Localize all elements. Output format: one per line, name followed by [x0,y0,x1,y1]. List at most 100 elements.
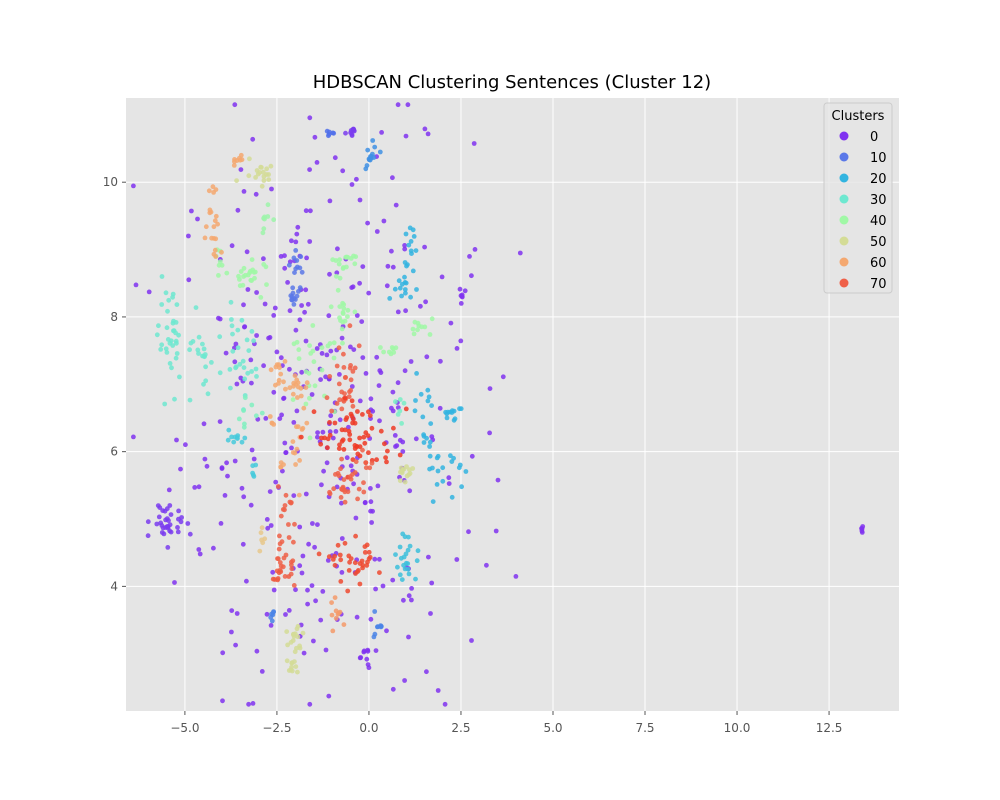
legend-marker [839,215,849,225]
data-point [314,346,320,351]
data-point [131,434,136,440]
data-point [403,406,409,412]
data-point [251,456,257,462]
data-point [303,369,309,375]
data-point [258,530,264,536]
data-point [249,402,255,408]
data-point [241,189,247,194]
data-point [251,269,257,275]
data-point [271,389,277,395]
data-point [247,156,252,162]
data-point [403,280,409,286]
data-point [292,521,297,527]
data-point [351,253,356,259]
data-point [430,499,436,504]
data-point [297,265,303,271]
data-point [363,460,369,466]
data-point [403,133,409,139]
data-point [328,348,334,354]
data-point [258,295,264,300]
data-point [334,363,340,369]
data-point [422,126,428,132]
data-point [421,432,426,438]
data-point [371,155,377,160]
data-point [175,525,180,530]
legend-marker [839,278,849,288]
data-point [403,551,409,557]
data-point [423,299,428,305]
data-point [232,102,238,108]
data-point [337,442,342,448]
data-point [390,264,396,270]
data-point [250,136,256,142]
data-point [268,367,274,373]
y-tick-label: 6 [110,445,118,459]
data-point [346,428,352,434]
data-point [442,701,448,707]
data-point [318,617,324,623]
data-point [211,224,217,230]
data-point [383,455,388,460]
data-point [291,493,297,498]
data-point [318,441,324,447]
data-point [443,409,448,415]
data-point [263,416,269,421]
data-point [224,460,230,466]
data-point [373,648,379,653]
data-point [410,268,416,274]
data-point [397,572,403,578]
data-point [469,638,474,643]
data-point [367,465,373,471]
data-point [466,529,471,535]
data-point [362,550,368,555]
data-point [264,282,269,287]
data-point [292,649,298,655]
data-point [203,224,209,230]
data-point [165,524,171,529]
data-point [319,351,325,356]
data-point [327,420,332,425]
data-point [291,420,297,425]
data-point [403,560,409,566]
data-point [304,255,309,261]
x-tick-label: 7.5 [635,721,654,735]
x-tick-label: 5.0 [543,721,562,735]
data-point [403,290,408,296]
data-point [425,131,431,137]
data-point [312,383,318,389]
data-point [409,586,414,591]
data-point [278,371,284,377]
data-point [168,512,174,517]
data-point [378,428,384,434]
data-point [268,623,274,628]
data-point [246,173,252,179]
data-point [295,224,301,230]
data-point [326,313,332,319]
data-point [270,569,276,575]
y-axis-ticks: 4 6 8 10 [103,175,126,593]
data-point [262,301,268,307]
data-point [211,251,217,257]
data-point [332,595,338,600]
data-point [368,396,374,402]
data-point [228,385,233,391]
legend-label: 10 [870,151,887,166]
data-point [232,359,238,365]
data-point [213,213,219,219]
data-point [220,698,225,704]
data-point [308,208,313,214]
data-point [426,394,432,400]
data-point [419,324,424,330]
data-point [275,556,280,561]
data-point [283,386,288,392]
data-point [332,420,338,426]
data-point [231,439,237,445]
data-point [389,248,394,254]
data-point [303,208,309,214]
data-point [290,285,296,291]
data-point [392,286,398,292]
data-point [261,363,266,369]
data-point [320,429,326,435]
data-point [271,217,277,223]
data-point [378,623,384,628]
